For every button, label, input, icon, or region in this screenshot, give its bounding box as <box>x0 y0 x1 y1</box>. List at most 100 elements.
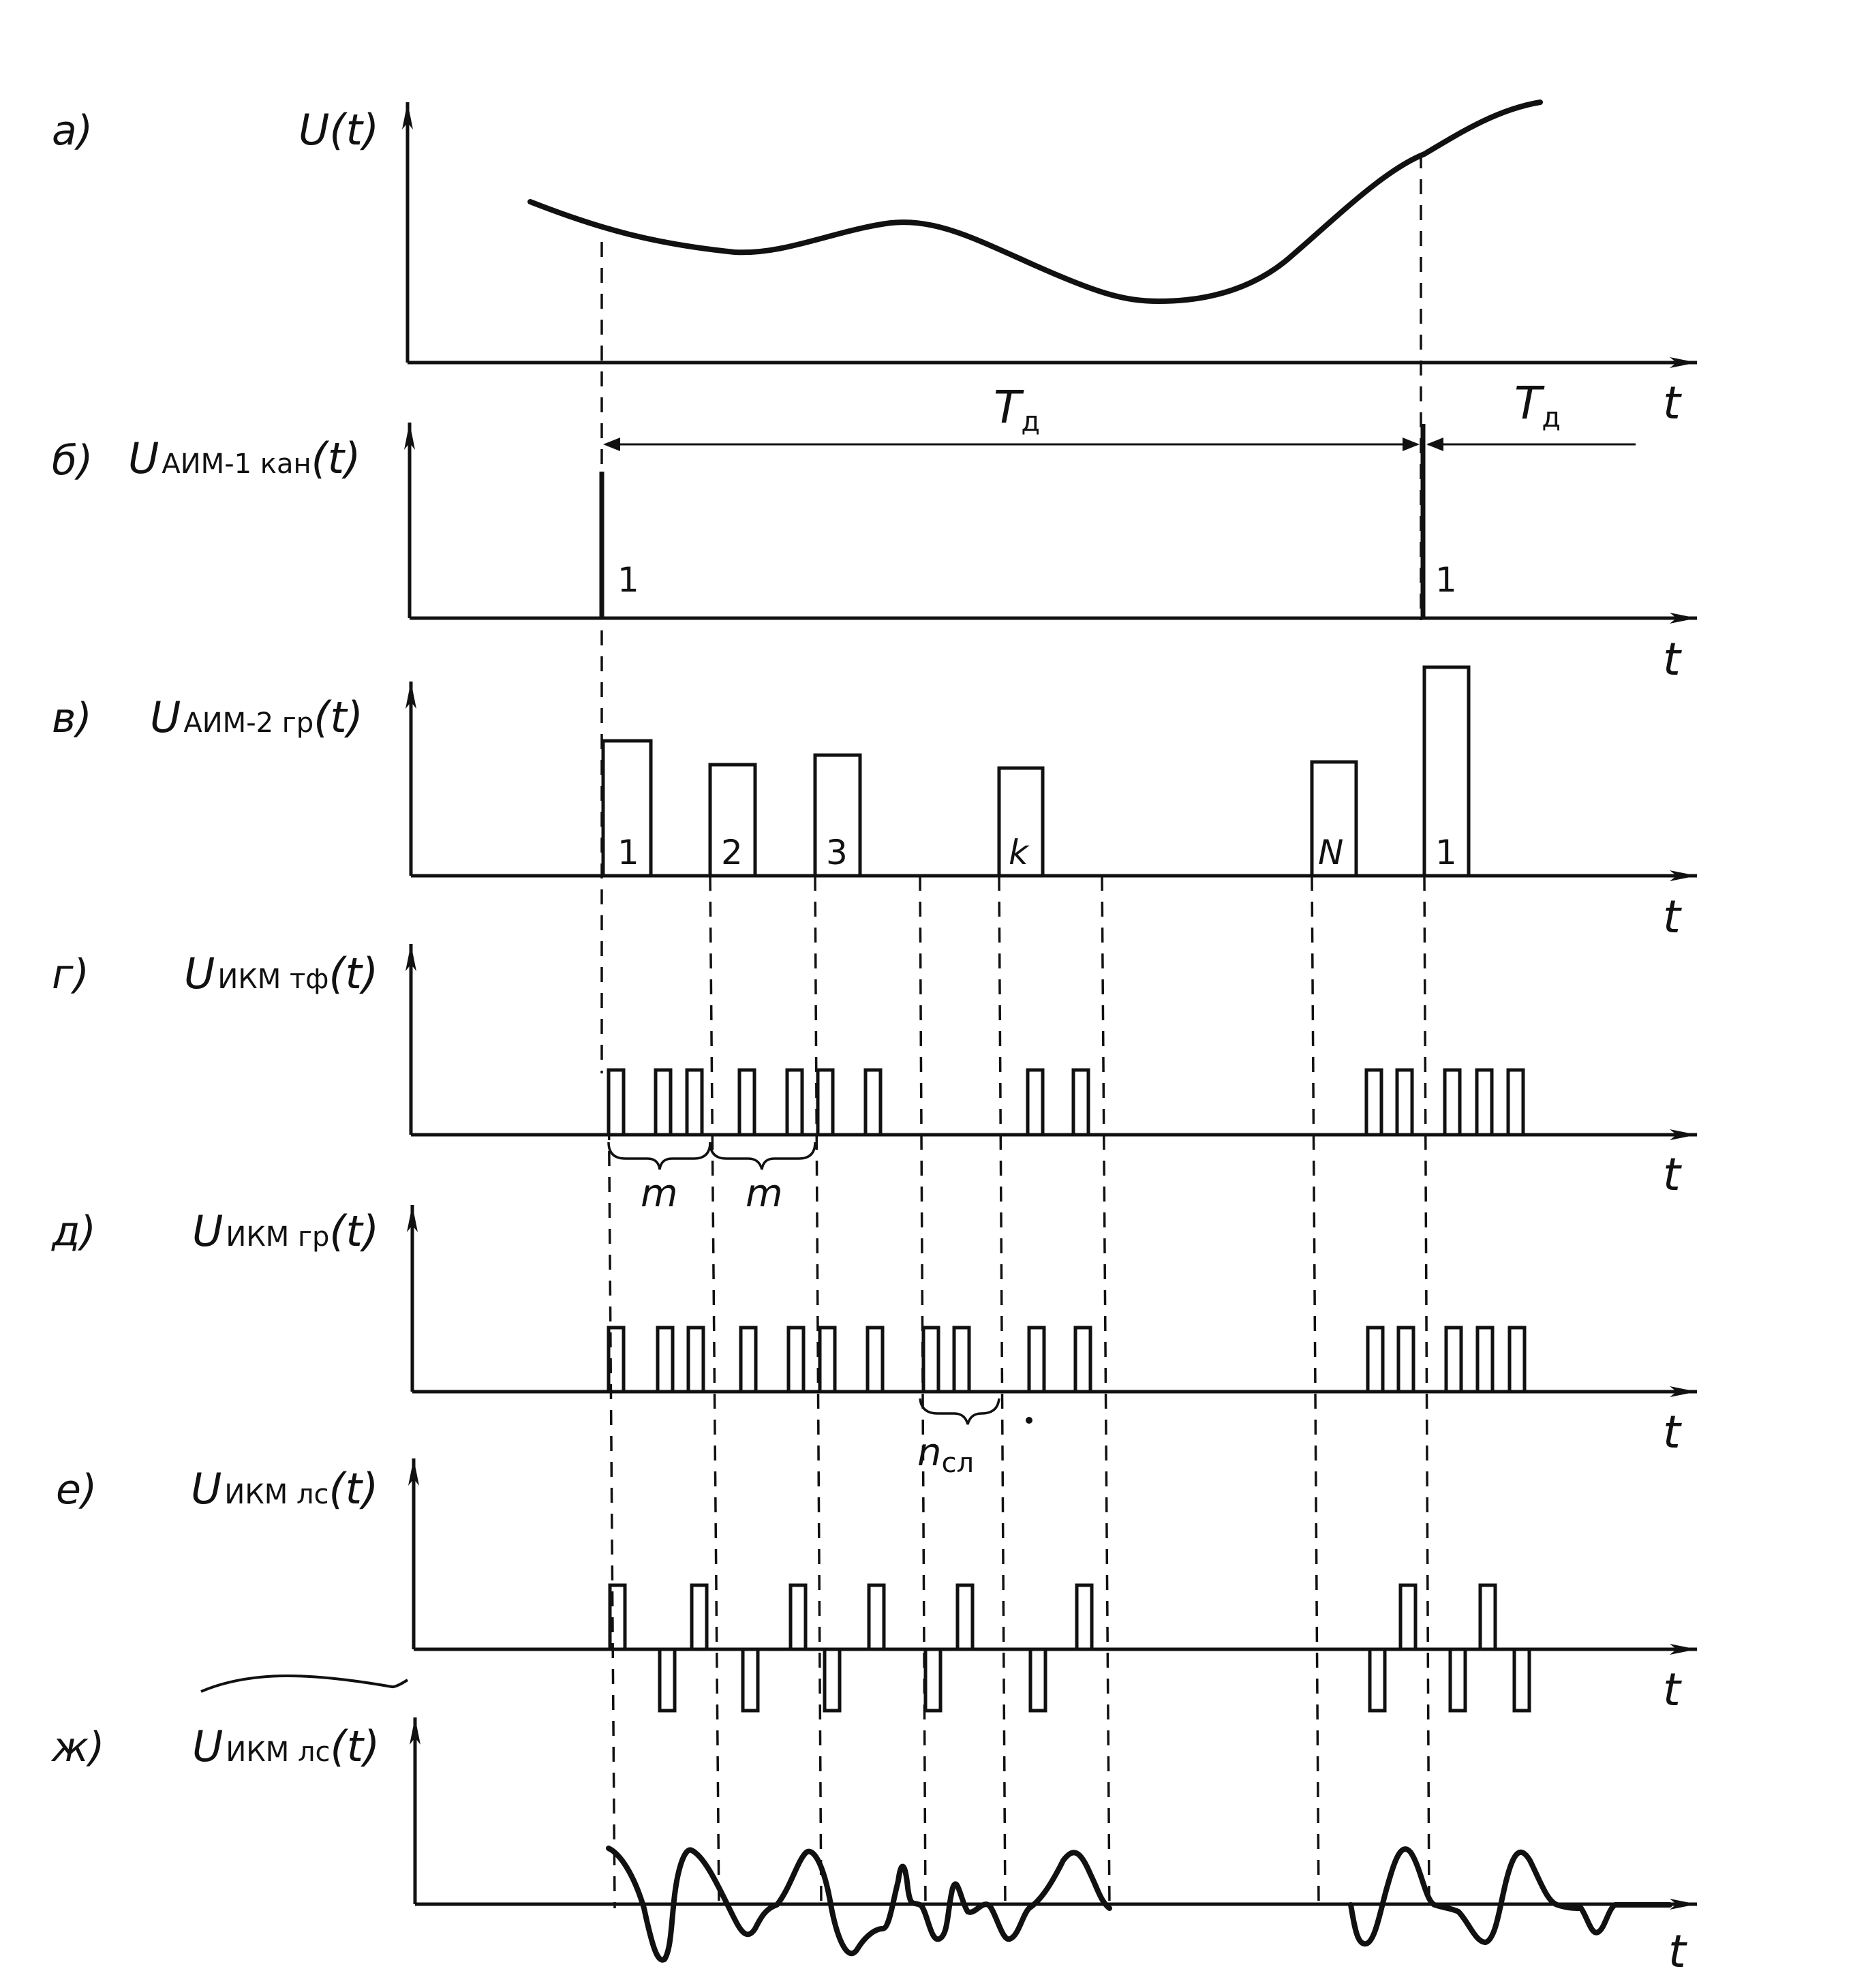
pcm-tf-pulse-12 <box>1443 1068 1462 1135</box>
guide-dash-k <box>998 875 1007 1909</box>
pcm-tf-pulse-5 <box>785 1068 804 1135</box>
pcm-gr-pulse-5 <box>786 1326 806 1392</box>
line-code-pulses <box>608 1583 1531 1713</box>
period2-arrowhead-left <box>1426 438 1443 451</box>
guide-dash-5 <box>1101 875 1111 1909</box>
brace-label-m1: m <box>641 1172 678 1216</box>
pcm-gr-pulse-15 <box>1475 1326 1495 1392</box>
row-letter-b: б) <box>52 437 93 485</box>
guide-dash-N <box>1311 875 1320 1909</box>
t-axis-labels: t t t t t t t <box>1663 377 1687 1978</box>
line-code-pulse-5 <box>955 1583 975 1649</box>
guide-dash-2 <box>709 875 720 1909</box>
pcm-gr-pulse-10 <box>1027 1326 1046 1392</box>
pcm-tf-pulse-4 <box>737 1068 756 1135</box>
pcm-gr-pulse-8 <box>921 1326 940 1392</box>
period-arrowhead-right <box>1403 438 1420 451</box>
guide-dash-Tb <box>1423 875 1430 1909</box>
line-code-pulse-16 <box>1512 1649 1531 1713</box>
overline-arc <box>200 1674 409 1693</box>
pam2-label-1: 1 <box>617 833 639 872</box>
line-code-pulse-2 <box>690 1583 709 1649</box>
row-letter-e: е) <box>56 1466 97 1514</box>
signal-name-v: U АИМ-2 гр(t) <box>150 692 363 742</box>
analog-signal-curve <box>527 100 1543 304</box>
brace-label-nsl: nсл <box>917 1431 974 1479</box>
period-label-second: Tд <box>1514 377 1561 433</box>
pam2-pulse-1 <box>601 739 653 876</box>
pcm-gr-pulse-9 <box>952 1326 971 1392</box>
pcm-gr-pulse-11 <box>1073 1326 1092 1392</box>
pcm-gr-pulse-6 <box>818 1326 837 1392</box>
pcm-gr-pulse-3 <box>686 1326 705 1392</box>
row-a <box>402 100 1697 368</box>
row-v: 1 2 3 k N 1 <box>405 665 1697 881</box>
t-label-b: t <box>1663 633 1682 686</box>
pcm-tf-pulse-11 <box>1395 1068 1414 1135</box>
pam2-pulse-1b <box>1422 665 1471 876</box>
t-label-zh: t <box>1668 1925 1687 1978</box>
line-code-pulse-12 <box>923 1649 943 1713</box>
row-d: nсл <box>407 1205 1697 1479</box>
distorted-signal-segment-2 <box>1348 1846 1672 1947</box>
distorted-signal-segment-1 <box>606 1846 1112 1963</box>
period-label-main: Tд <box>994 381 1040 438</box>
t-label-g: t <box>1663 1148 1682 1201</box>
row-b: 1 1 Tд Tд <box>404 377 1697 624</box>
pcm-gr-pulse-7 <box>866 1326 885 1392</box>
brace-m-right <box>709 1142 816 1170</box>
pam2-label-2: 2 <box>721 833 743 872</box>
row-letter-zh: ж) <box>50 1724 104 1771</box>
stray-dot <box>1026 1417 1032 1424</box>
row-labels: а) б) в) г) д) е) ж) U(t) U АИМ-1 кан(t) … <box>50 105 380 1771</box>
guide-dash-3 <box>814 875 823 1909</box>
guide-dash-1b <box>607 1073 616 1909</box>
pcm-gr-pulse-16 <box>1507 1326 1527 1392</box>
pcm-tf-pulse-8 <box>1026 1068 1045 1135</box>
pam2-label-N: N <box>1318 833 1343 872</box>
pam2-pulse-2 <box>708 763 757 876</box>
pcm-tf-pulse-1 <box>607 1068 626 1135</box>
pam2-pulse-N <box>1310 760 1358 876</box>
line-code-pulse-6 <box>1075 1583 1094 1649</box>
pcm-tf-pulse-6 <box>816 1068 835 1135</box>
signal-name-zh: U ИКМ лс(t) <box>192 1722 380 1771</box>
pcm-gr-pulses <box>607 1326 1527 1392</box>
pcm-tf-pulse-3 <box>685 1068 704 1135</box>
pam1-label-2: 1 <box>1435 560 1457 600</box>
line-code-pulse-11 <box>823 1649 842 1713</box>
pam2-pulse-3 <box>813 753 862 876</box>
line-code-pulse-8 <box>1478 1583 1497 1649</box>
line-code-pulse-4 <box>867 1583 886 1649</box>
pcm-gr-pulse-1 <box>607 1326 626 1392</box>
pam2-label-1b: 1 <box>1435 833 1457 872</box>
row-letter-v: в) <box>52 694 92 742</box>
t-label-d: t <box>1663 1406 1682 1458</box>
t-label-a: t <box>1663 377 1682 429</box>
pcm-tf-pulse-7 <box>863 1068 883 1135</box>
line-code-pulse-15 <box>1448 1649 1467 1713</box>
line-code-pulse-9 <box>658 1649 677 1713</box>
line-code-pulse-1 <box>608 1583 627 1649</box>
pcm-gr-pulse-4 <box>739 1326 758 1392</box>
row-zh <box>200 1674 1697 1963</box>
dashed-guides <box>600 153 1430 1909</box>
t-label-e: t <box>1663 1664 1682 1716</box>
row-letter-g: г) <box>52 951 89 998</box>
guide-dash-4 <box>919 875 927 1909</box>
pcm-tf-pulse-10 <box>1364 1068 1383 1135</box>
pcm-tf-pulses <box>607 1068 1525 1135</box>
signal-name-g: U ИКМ тф(t) <box>184 949 378 998</box>
signal-name-a: U(t) <box>298 105 379 155</box>
signal-name-b: U АИМ-1 кан(t) <box>128 433 361 483</box>
pam2-pulse-k <box>997 766 1045 876</box>
signal-name-d: U ИКМ гр(t) <box>192 1206 379 1256</box>
row-e <box>408 1458 1697 1713</box>
row-letter-a: а) <box>52 107 93 155</box>
brace-m-left <box>607 1142 711 1170</box>
brace-nsl <box>919 1398 1000 1425</box>
row-letter-d: д) <box>51 1208 96 1255</box>
pcm-gr-pulse-14 <box>1444 1326 1463 1392</box>
pcm-tf-pulse-9 <box>1071 1068 1090 1135</box>
